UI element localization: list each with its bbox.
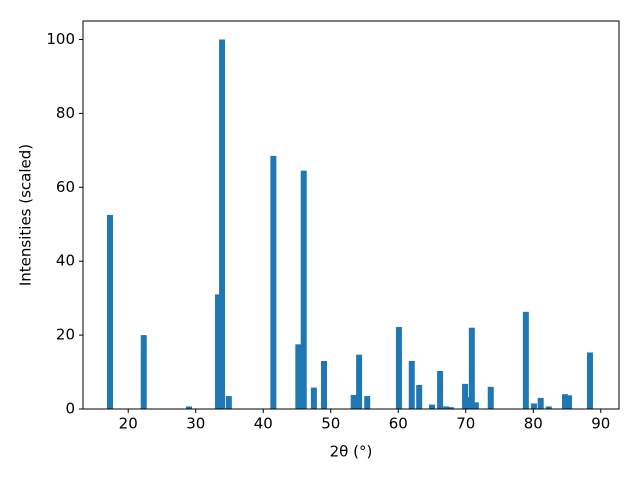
y-tick-label: 100 — [46, 30, 75, 48]
bar — [350, 394, 357, 409]
bar — [462, 383, 469, 409]
x-tick-label: 90 — [591, 415, 610, 433]
bar — [468, 327, 475, 409]
bar — [395, 326, 402, 409]
bar — [107, 215, 114, 409]
bar — [219, 39, 226, 409]
bar — [561, 394, 568, 409]
y-axis-label: Intensities (scaled) — [17, 144, 35, 286]
bar — [320, 360, 327, 409]
x-tick-label: 40 — [254, 415, 273, 433]
x-tick-label: 50 — [321, 415, 340, 433]
bar — [140, 335, 147, 409]
bar — [429, 404, 436, 409]
x-tick-label: 80 — [524, 415, 543, 433]
bar — [566, 395, 573, 409]
x-tick-label: 20 — [119, 415, 138, 433]
bar — [447, 407, 454, 409]
bar — [356, 354, 363, 409]
y-tick-label: 80 — [56, 104, 75, 122]
bar — [537, 397, 544, 409]
bar — [472, 402, 479, 409]
y-tick-label: 0 — [65, 400, 75, 418]
y-tick-label: 20 — [56, 326, 75, 344]
bar — [295, 344, 302, 409]
bar — [364, 396, 371, 409]
y-tick-label: 40 — [56, 252, 75, 270]
bar — [215, 294, 222, 409]
bar — [545, 406, 552, 409]
bar — [443, 406, 450, 409]
plot-frame — [82, 20, 620, 410]
bar — [437, 370, 444, 409]
bar — [185, 406, 192, 409]
bar — [225, 396, 232, 409]
bar — [522, 311, 529, 409]
bar — [416, 384, 423, 409]
x-tick-label: 30 — [186, 415, 205, 433]
bar — [310, 387, 317, 409]
bar — [270, 155, 277, 409]
x-tick-label: 70 — [456, 415, 475, 433]
bar — [586, 352, 593, 409]
bar — [487, 386, 494, 409]
x-tick-label: 60 — [389, 415, 408, 433]
bar — [530, 403, 537, 409]
y-tick-label: 60 — [56, 178, 75, 196]
bar — [300, 170, 307, 409]
bar — [408, 360, 415, 409]
x-axis-label: 2θ (°) — [330, 443, 373, 461]
